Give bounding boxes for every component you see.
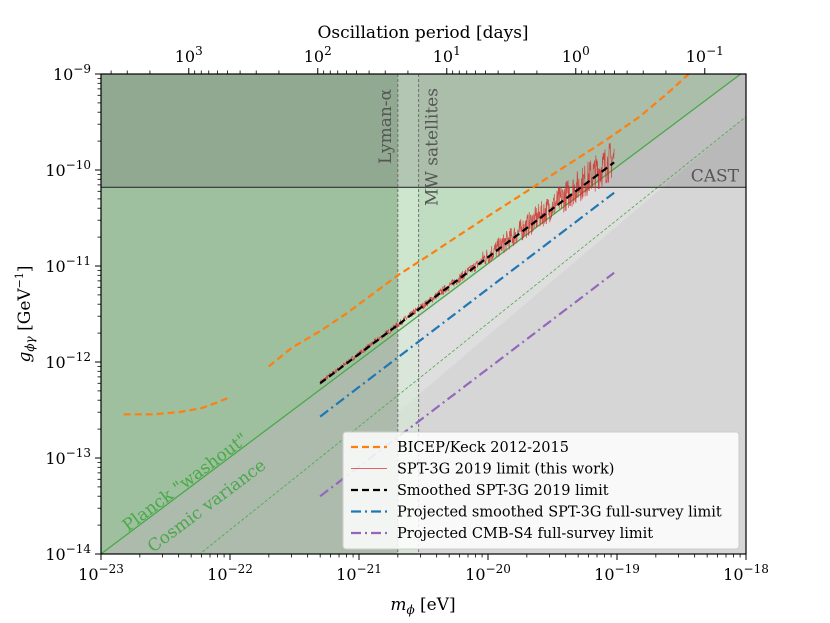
y-tick-label: 10−12 [45, 350, 91, 372]
x-tick-label: 10−19 [594, 562, 640, 584]
cast-label: CAST [691, 166, 740, 186]
y-axis-label: gϕγ [GeV−1] [13, 265, 37, 362]
top-axis-ticks: 103 102 101 100 10−1 [110, 44, 724, 74]
y-tick-label: 10−14 [45, 542, 91, 564]
planck-washout-region [101, 74, 746, 554]
lyman-alpha-label: Lyman-α [376, 88, 396, 164]
top-tick-label: 100 [562, 44, 590, 66]
bicep-keck-curve-1 [123, 396, 231, 416]
series-line-4 [319, 191, 615, 418]
mw-satellites-label: MW satellites [423, 88, 443, 206]
x-tick-label: 10−18 [723, 562, 769, 584]
series-line-3 [319, 161, 615, 385]
x-tick-label: 10−23 [78, 562, 124, 584]
y-tick-label: 10−13 [45, 446, 91, 468]
legend-label-1: BICEP/Keck 2012-2015 [397, 440, 569, 456]
bicep-keck-curve-2 [268, 74, 690, 368]
x-tick-label: 10−21 [336, 562, 382, 584]
top-tick-label: 103 [175, 44, 203, 66]
legend-frame [342, 431, 740, 550]
legend-label-2: SPT-3G 2019 limit (this work) [397, 462, 614, 478]
top-tick-label: 101 [433, 44, 461, 66]
planck-washout-line [101, 74, 742, 554]
y-tick-label: 10−10 [45, 158, 91, 180]
series-4 [319, 191, 615, 418]
x-tick-label: 10−20 [465, 562, 511, 584]
x-axis-ticks: 10−23 10−22 10−21 10−20 10−19 10−18 [78, 554, 769, 584]
top-tick-label: 102 [304, 44, 332, 66]
cast-region [101, 74, 746, 188]
y-tick-label: 10−9 [53, 62, 91, 84]
x-axis-label: mϕ [eV] [390, 595, 455, 617]
top-tick-label: 10−1 [686, 44, 724, 66]
cosmic-variance-line [199, 116, 746, 554]
legend-label-5: Projected CMB-S4 full-survey limit [397, 526, 653, 542]
series-1 [123, 74, 690, 416]
series-3 [319, 161, 615, 385]
legend: BICEP/Keck 2012-2015 SPT-3G 2019 limit (t… [342, 431, 740, 550]
legend-label-3: Smoothed SPT-3G 2019 limit [397, 483, 609, 499]
y-tick-label: 10−11 [45, 254, 91, 276]
cosmic-variance-band [397, 74, 746, 413]
plot-frame [100, 73, 747, 555]
y-axis-ticks: 10−14 10−13 10−12 10−11 10−10 10−9 [45, 62, 101, 564]
minor-ticks [97, 77, 741, 558]
x-tick-label: 10−22 [207, 562, 253, 584]
top-axis-label: Oscillation period [days] [317, 23, 528, 43]
legend-label-4: Projected smoothed SPT-3G full-survey li… [397, 505, 722, 521]
